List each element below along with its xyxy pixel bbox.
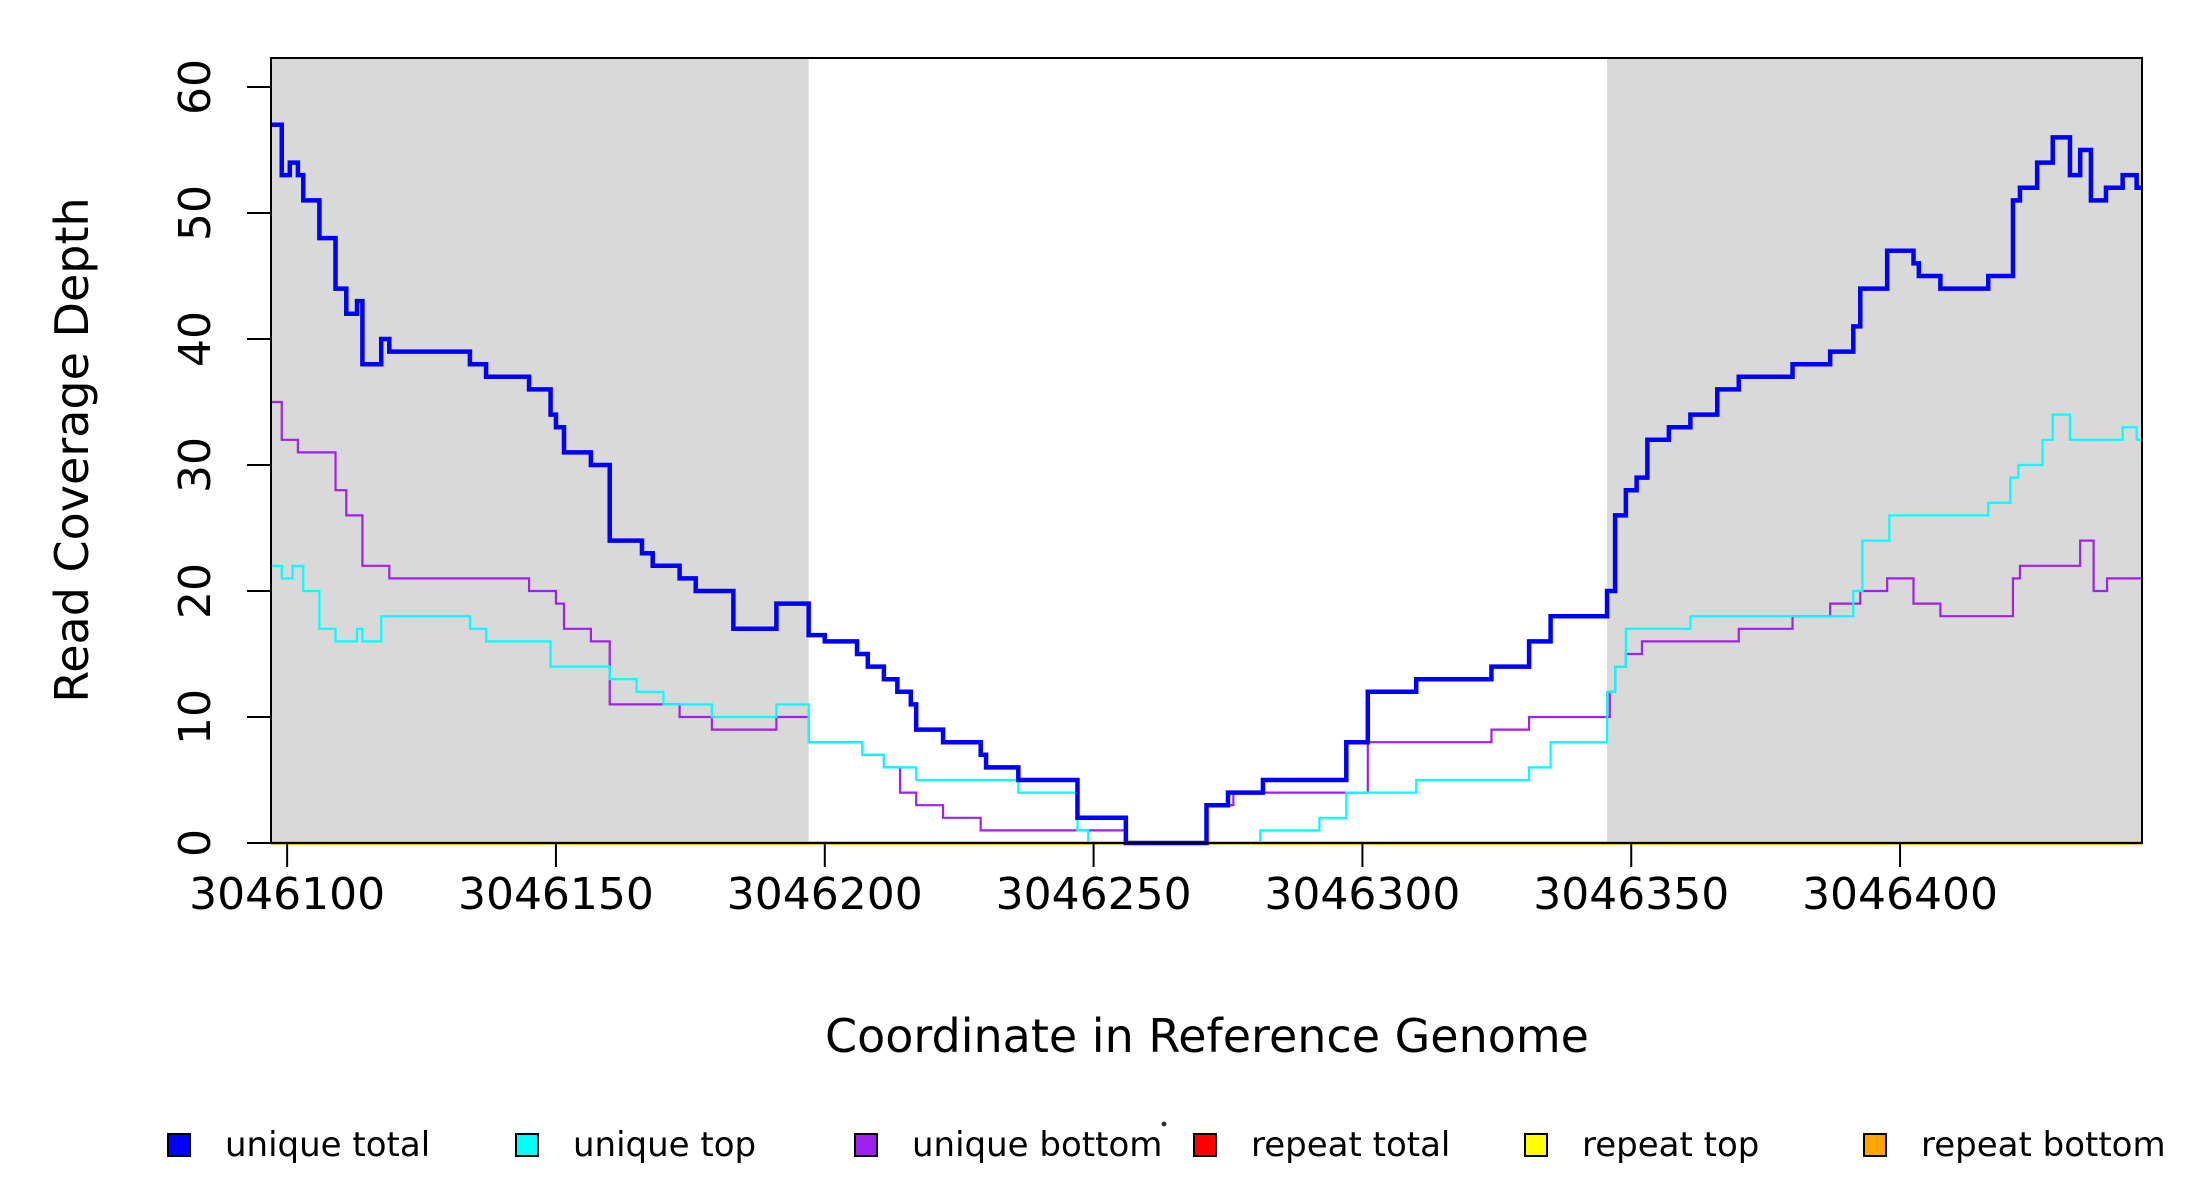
y-tick-label: 20	[170, 563, 221, 619]
x-axis-ticks: 3046100 3046150 3046200 3046250 3046300 30463…	[189, 843, 1998, 920]
legend-item-repeat-top: repeat top	[1524, 1125, 1759, 1165]
plot-border	[270, 57, 2143, 844]
x-tick-label: 3046200	[727, 869, 923, 920]
legend-label: unique total	[225, 1125, 430, 1165]
legend: unique total unique top unique bottom repea…	[167, 1125, 2166, 1165]
series-unique-top	[271, 413, 2142, 845]
legend-item-unique-top: unique top	[515, 1125, 756, 1165]
y-axis-ticks: 0 10 20 30 40 50 60	[170, 59, 271, 857]
legend-swatch-repeat-top	[1524, 1133, 1548, 1157]
x-tick-label: 3046250	[996, 869, 1192, 920]
legend-label: repeat top	[1582, 1125, 1759, 1165]
y-axis-title: Read Coverage Depth	[45, 197, 99, 702]
y-tick-label: 50	[170, 185, 221, 241]
legend-label: repeat total	[1251, 1125, 1450, 1165]
y-tick-label: 0	[170, 829, 221, 857]
y-tick-label: 10	[170, 689, 221, 745]
legend-item-unique-bottom: unique bottom	[854, 1125, 1162, 1165]
x-tick-label: 3046100	[189, 869, 385, 920]
y-tick-label: 60	[170, 59, 221, 115]
legend-label: unique bottom	[912, 1125, 1162, 1165]
x-axis-title: Coordinate in Reference Genome	[825, 1009, 1589, 1063]
legend-item-repeat-total: repeat total	[1193, 1125, 1450, 1165]
shaded-region-left	[271, 58, 809, 843]
x-tick-label: 3046150	[458, 869, 654, 920]
legend-label: repeat bottom	[1921, 1125, 2166, 1165]
legend-swatch-unique-bottom	[854, 1133, 878, 1157]
legend-swatch-repeat-total	[1193, 1133, 1217, 1157]
x-tick-label: 3046400	[1802, 869, 1998, 920]
legend-item-repeat-bottom: repeat bottom	[1863, 1125, 2166, 1165]
legend-swatch-unique-top	[515, 1133, 539, 1157]
shaded-region-right	[1607, 58, 2142, 843]
y-tick-label: 30	[170, 437, 221, 493]
legend-swatch-repeat-bottom	[1863, 1133, 1887, 1157]
stray-dot	[1161, 1121, 1167, 1127]
legend-item-unique-total: unique total	[167, 1125, 430, 1165]
y-tick-label: 40	[170, 311, 221, 367]
x-tick-label: 3046300	[1264, 869, 1460, 920]
legend-label: unique top	[573, 1125, 756, 1165]
x-tick-label: 3046350	[1533, 869, 1729, 920]
series-unique-total	[271, 122, 2142, 846]
legend-swatch-unique-total	[167, 1133, 191, 1157]
shaded-regions	[271, 58, 2142, 843]
